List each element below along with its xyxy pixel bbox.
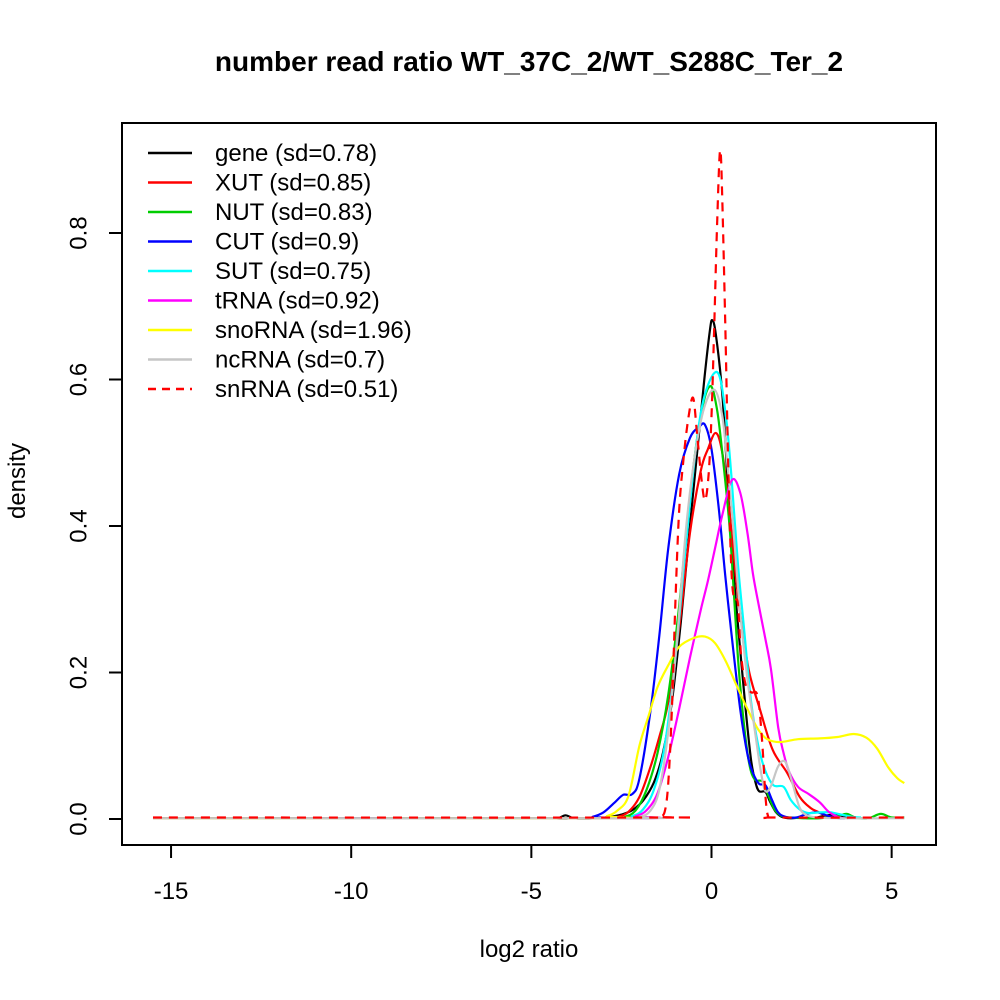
y-tick-label: 0.6 [65, 363, 92, 396]
x-tick-label: -5 [521, 878, 542, 905]
x-axis-label: log2 ratio [479, 936, 579, 963]
legend-item-ncRNA: ncRNA (sd=0.7) [148, 347, 385, 374]
x-tick-label: -15 [154, 878, 189, 905]
legend-label-SUT: SUT (sd=0.75) [215, 258, 371, 285]
legend-label-gene: gene (sd=0.78) [215, 140, 377, 167]
curve-NUT [152, 385, 905, 820]
curve-ncRNA [152, 388, 905, 820]
legend-label-snRNA: snRNA (sd=0.51) [215, 376, 398, 403]
legend-item-tRNA: tRNA (sd=0.92) [148, 288, 380, 315]
x-tick-label: -10 [334, 878, 369, 905]
legend: gene (sd=0.78) XUT (sd=0.85)NUT (sd=0.83)… [148, 140, 412, 403]
plot-box [121, 122, 937, 846]
curve-snRNA [152, 149, 905, 820]
legend-item-SUT: SUT (sd=0.75) [148, 258, 371, 285]
legend-item-snRNA: snRNA (sd=0.51) [148, 376, 398, 403]
y-tick-label: 0.8 [65, 216, 92, 249]
legend-item-NUT: NUT (sd=0.83) [148, 199, 373, 226]
legend-label-XUT: XUT (sd=0.85) [215, 170, 371, 197]
y-tick-label: 0.0 [65, 802, 92, 835]
curve-XUT [152, 431, 845, 820]
chart-title: number read ratio WT_37C_2/WT_S288C_Ter_… [214, 46, 844, 77]
legend-label-NUT: NUT (sd=0.83) [215, 199, 373, 226]
legend-label-ncRNA: ncRNA (sd=0.7) [215, 347, 385, 374]
curve-tRNA [152, 477, 844, 820]
legend-item-CUT: CUT (sd=0.9) [148, 229, 359, 256]
legend-item-XUT: XUT (sd=0.85) [148, 170, 371, 197]
legend-label-snoRNA: snoRNA (sd=1.96) [215, 317, 412, 344]
y-tick-label: 0.2 [65, 656, 92, 689]
curve-snoRNA [152, 635, 905, 820]
x-tick-label: 0 [705, 878, 718, 905]
legend-item-gene: gene (sd=0.78) [148, 140, 377, 167]
legend-item-snoRNA: snoRNA (sd=1.96) [148, 317, 412, 344]
legend-label-tRNA: tRNA (sd=0.92) [215, 288, 380, 315]
x-tick-label: 5 [885, 878, 898, 905]
y-tick-label: 0.4 [65, 509, 92, 542]
legend-label-CUT: CUT (sd=0.9) [215, 229, 359, 256]
curve-SUT [152, 370, 862, 820]
